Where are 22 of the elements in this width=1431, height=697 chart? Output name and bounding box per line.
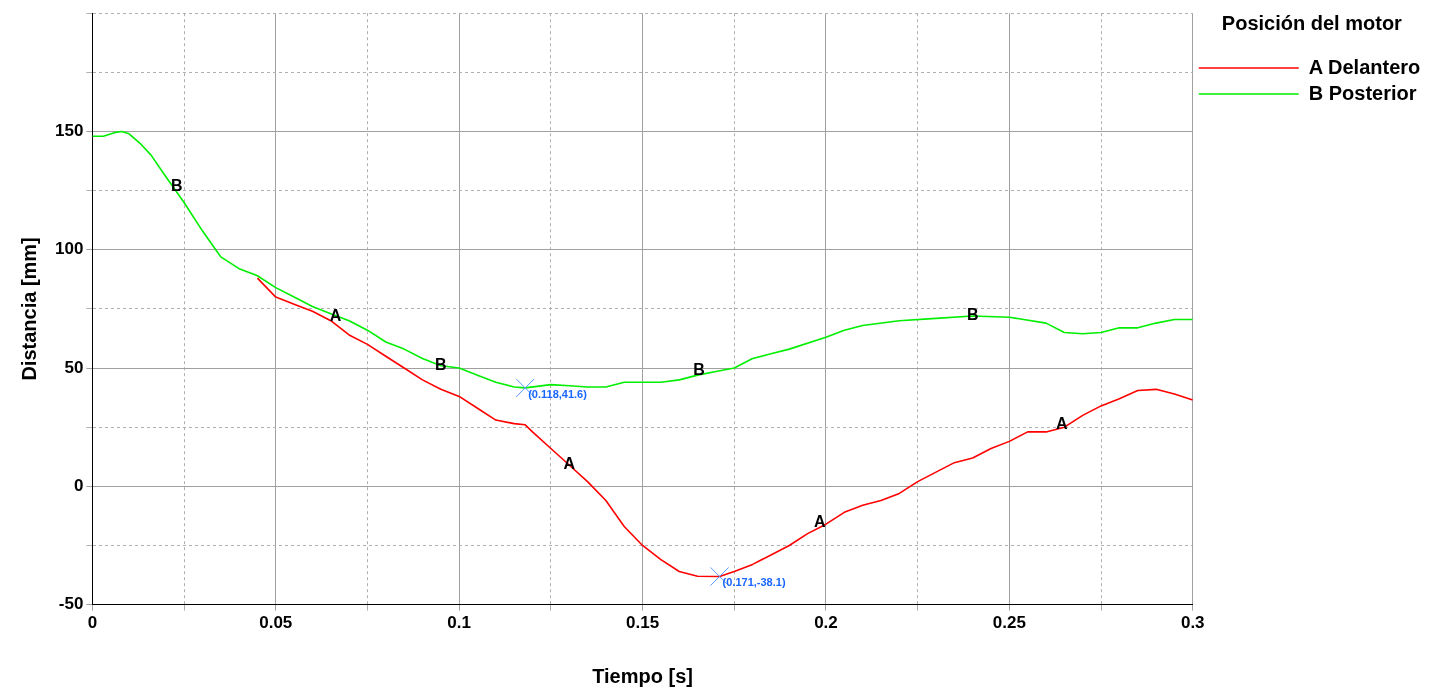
y-tick-label: 150 [54, 121, 84, 141]
x-tick-label: 0 [87, 613, 98, 633]
annotation: B [693, 361, 705, 379]
legend-title: Posición del motor [1221, 11, 1403, 34]
y-tick-label: 50 [64, 357, 84, 377]
x-tick-label: 0.2 [814, 613, 838, 633]
annotation: A [813, 513, 826, 531]
annotation: B [170, 177, 183, 195]
y-tick-label: -50 [58, 594, 84, 614]
x-tick-label: 0.3 [1180, 613, 1205, 633]
legend-label: A Delantero [1308, 55, 1421, 78]
x-tick-label: 0.1 [447, 613, 471, 633]
x-tick-label: 0.15 [626, 613, 660, 633]
annotation: (0.171,-38.1) [722, 576, 786, 589]
y-tick-label: 100 [54, 239, 84, 259]
y-axis-title: Distancia [mm] [17, 237, 40, 381]
legend-label: B Posterior [1308, 81, 1417, 104]
y-tick-label: 0 [73, 476, 84, 496]
x-tick-label: 0.05 [259, 613, 293, 633]
x-tick-label: 0.25 [992, 613, 1026, 633]
annotation: (0.118,41.6) [528, 387, 588, 400]
x-axis-title: Tiempo [s] [592, 664, 693, 687]
